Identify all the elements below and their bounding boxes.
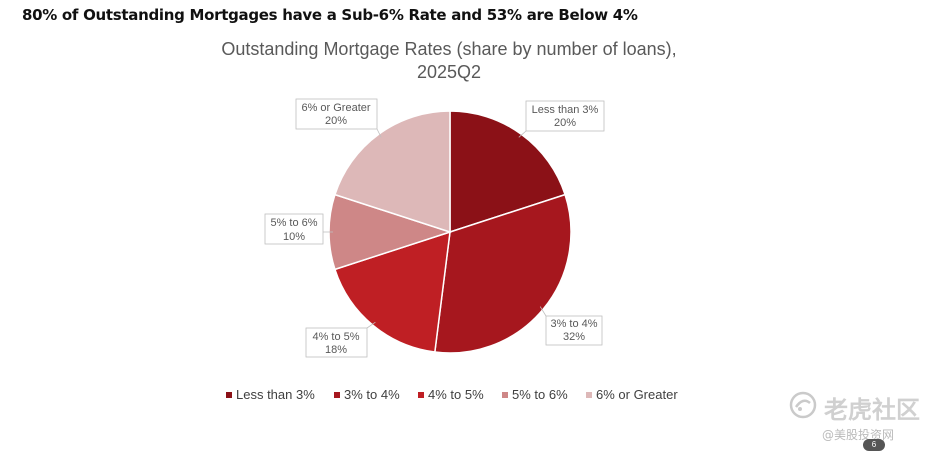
data-label-category-5-to-6: 5% to 6% [270, 217, 317, 229]
pie-slice-less-than-3 [449, 110, 567, 234]
legend-swatch-less-than-3 [226, 392, 232, 398]
legend-label-5-to-6: 5% to 6% [512, 387, 568, 402]
data-label-box-3-to-4 [545, 315, 603, 346]
page-number-badge: 6 [863, 439, 885, 451]
legend-label-less-than-3: Less than 3% [236, 387, 315, 402]
chart-title-line-1: Outstanding Mortgage Rates (share by num… [221, 39, 676, 59]
data-label-category-6-or-greater: 6% or Greater [301, 102, 370, 114]
watermark-handle: @美股投资网 [822, 428, 895, 442]
pie-slice-3-to-4 [433, 193, 572, 354]
legend: Less than 3% 3% to 4% 4% to 5% 5% to 6% 6% o… [226, 387, 678, 402]
data-label-box-5-to-6 [264, 213, 324, 245]
data-label-category-3-to-4: 3% to 4% [550, 318, 597, 330]
pie-slice-6-or-greater [333, 110, 451, 234]
page-title: 80% of Outstanding Mortgages have a Sub-… [22, 6, 638, 24]
legend-label-4-to-5: 4% to 5% [428, 387, 484, 402]
data-label-category-less-than-3: Less than 3% [532, 104, 599, 116]
pie-slices [328, 110, 572, 354]
data-label-box-6-or-greater [295, 98, 378, 130]
data-label-value-5-to-6: 10% [283, 231, 305, 243]
data-label-value-3-to-4: 32% [563, 331, 585, 343]
data-label-value-4-to-5: 18% [325, 344, 347, 356]
data-labels: Less than 3%20%3% to 4%32%4% to 5%18%5% … [264, 98, 605, 358]
legend-label-6-or-greater: 6% or Greater [596, 387, 678, 402]
chart-title-line-2: 2025Q2 [417, 62, 481, 82]
data-label-category-4-to-5: 4% to 5% [312, 331, 359, 343]
legend-swatch-6-or-greater [586, 392, 592, 398]
tiger-logo-icon [789, 391, 817, 419]
watermark-brand: 老虎社区 [824, 396, 920, 424]
data-label-box-4-to-5 [305, 327, 368, 358]
legend-swatch-3-to-4 [334, 392, 340, 398]
leader-line-6-or-greater [376, 128, 382, 138]
watermark: 老虎社区 @美股投资网 [788, 388, 928, 450]
legend-label-3-to-4: 3% to 4% [344, 387, 400, 402]
leader-line-less-than-3 [518, 130, 527, 138]
legend-swatch-5-to-6 [502, 392, 508, 398]
label-leaders [323, 128, 547, 329]
leader-line-4-to-5 [366, 321, 376, 329]
data-label-value-less-than-3: 20% [554, 117, 576, 129]
legend-swatch-4-to-5 [418, 392, 424, 398]
data-label-value-6-or-greater: 20% [325, 115, 347, 127]
data-label-box-less-than-3 [525, 100, 605, 132]
leader-line-3-to-4 [539, 306, 547, 317]
pie-slice-4-to-5 [333, 230, 451, 353]
